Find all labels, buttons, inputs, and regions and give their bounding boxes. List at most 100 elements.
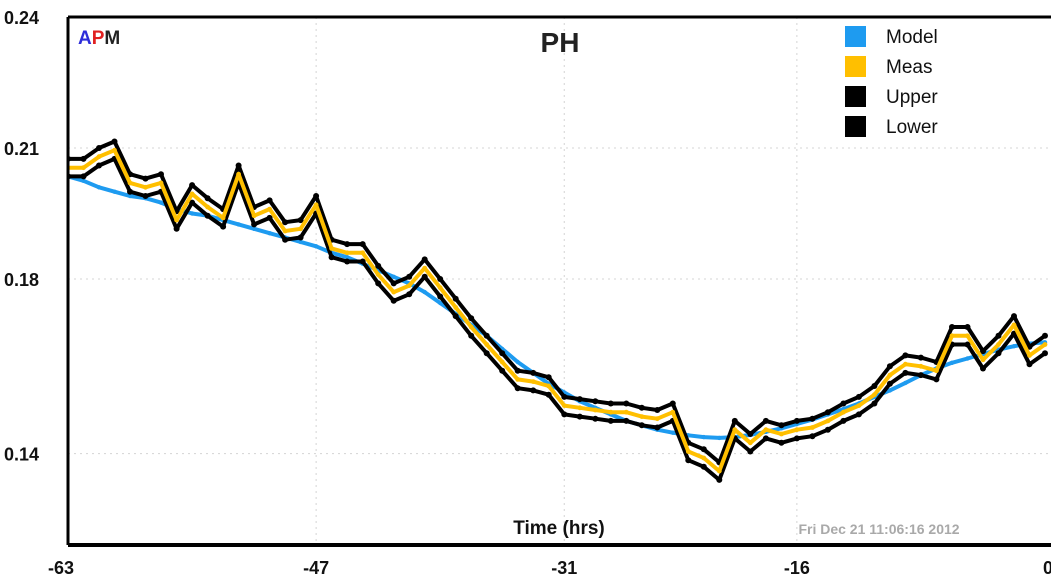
data-point-upper xyxy=(902,352,909,359)
data-point-upper xyxy=(669,400,676,407)
data-point-lower xyxy=(902,369,909,376)
data-point-lower xyxy=(390,297,397,304)
data-point-upper xyxy=(266,197,273,204)
chart-title: PH xyxy=(541,27,580,58)
data-point-lower xyxy=(933,376,940,383)
data-point-model xyxy=(298,239,303,245)
data-point-lower xyxy=(96,162,102,169)
data-point-lower xyxy=(607,417,614,424)
data-point-upper xyxy=(313,193,320,199)
data-point-model xyxy=(717,435,722,441)
data-point-model xyxy=(313,244,319,249)
data-point-meas xyxy=(344,250,350,256)
data-point-lower xyxy=(561,411,568,418)
series-line-upper xyxy=(68,139,1047,465)
data-point-meas xyxy=(903,361,908,367)
data-point-lower xyxy=(437,293,444,300)
data-point-meas xyxy=(112,147,117,153)
data-point-upper xyxy=(96,145,102,151)
data-point-model xyxy=(1011,344,1017,349)
data-point-meas xyxy=(763,427,769,433)
data-point-lower xyxy=(1026,361,1033,368)
data-point-meas xyxy=(251,213,257,219)
data-point-lower xyxy=(840,417,847,424)
x-tick-label: 0 xyxy=(1043,558,1051,578)
series-meas xyxy=(68,147,1048,474)
logo-letter-a: A xyxy=(78,28,92,49)
data-point-meas xyxy=(174,217,180,223)
axes xyxy=(66,15,1051,547)
data-point-lower xyxy=(421,273,428,280)
data-point-meas xyxy=(841,409,846,415)
data-point-lower xyxy=(762,435,769,442)
data-point-meas xyxy=(1011,322,1017,328)
timestamp-label: Fri Dec 21 11:06:16 2012 xyxy=(798,521,959,537)
data-point-meas xyxy=(220,215,226,221)
data-point-lower xyxy=(855,411,862,418)
data-point-lower xyxy=(886,380,893,387)
data-point-upper xyxy=(607,400,614,407)
data-point-upper xyxy=(158,171,164,178)
data-point-meas xyxy=(980,357,986,363)
data-point-model xyxy=(236,222,241,227)
data-point-upper xyxy=(1042,332,1048,339)
data-point-lower xyxy=(406,291,413,298)
data-point-upper xyxy=(235,162,242,169)
data-point-upper xyxy=(111,138,118,145)
data-point-upper xyxy=(1011,313,1017,320)
data-point-meas xyxy=(236,171,242,177)
data-point-meas xyxy=(639,414,645,419)
data-point-upper xyxy=(855,393,862,400)
data-point-lower xyxy=(266,214,273,221)
data-point-meas xyxy=(949,333,955,339)
data-point-meas xyxy=(406,283,412,288)
data-point-meas xyxy=(794,427,800,433)
data-point-upper xyxy=(840,400,847,407)
legend-label-meas: Meas xyxy=(886,57,932,78)
data-point-upper xyxy=(592,398,599,405)
data-point-upper xyxy=(344,241,351,248)
data-point-upper xyxy=(468,315,475,322)
data-point-upper xyxy=(514,367,521,374)
data-point-lower xyxy=(452,313,459,320)
x-tick-label: -47 xyxy=(303,558,329,578)
data-point-upper xyxy=(917,354,924,361)
data-point-lower xyxy=(514,385,521,392)
logo-letter-p: P xyxy=(92,28,105,49)
data-point-lower xyxy=(220,223,227,230)
series-lower xyxy=(68,155,1048,483)
data-point-lower xyxy=(204,212,211,219)
data-point-meas xyxy=(96,154,102,160)
data-point-meas xyxy=(654,416,660,422)
data-point-lower xyxy=(499,367,506,374)
data-point-lower xyxy=(282,236,289,243)
data-point-meas xyxy=(375,272,381,277)
data-point-meas xyxy=(701,455,707,461)
data-point-model xyxy=(438,300,443,306)
data-point-upper xyxy=(390,280,397,287)
data-point-meas xyxy=(282,228,288,234)
data-point-upper xyxy=(421,256,428,263)
series-line-meas xyxy=(68,148,1047,474)
data-point-lower xyxy=(483,350,490,357)
data-point-meas xyxy=(577,405,583,411)
data-point-upper xyxy=(824,409,831,416)
data-point-meas xyxy=(158,180,164,186)
y-tick-label: 0.18 xyxy=(4,270,39,290)
data-point-upper xyxy=(638,404,645,411)
legend-swatch-meas xyxy=(845,56,866,77)
data-point-meas xyxy=(996,342,1001,347)
data-point-meas xyxy=(189,191,195,197)
data-point-upper xyxy=(700,446,707,453)
data-point-meas xyxy=(561,403,567,408)
data-point-lower xyxy=(980,365,986,372)
legend-swatch-upper xyxy=(845,86,866,107)
y-tick-label: 0.14 xyxy=(4,445,39,465)
data-point-meas xyxy=(965,333,970,339)
data-point-meas xyxy=(530,379,536,384)
data-point-meas xyxy=(623,409,629,415)
legend-label-model: Model xyxy=(886,27,938,48)
data-point-lower xyxy=(189,199,196,206)
data-point-upper xyxy=(886,363,893,370)
data-point-meas xyxy=(1042,342,1048,347)
